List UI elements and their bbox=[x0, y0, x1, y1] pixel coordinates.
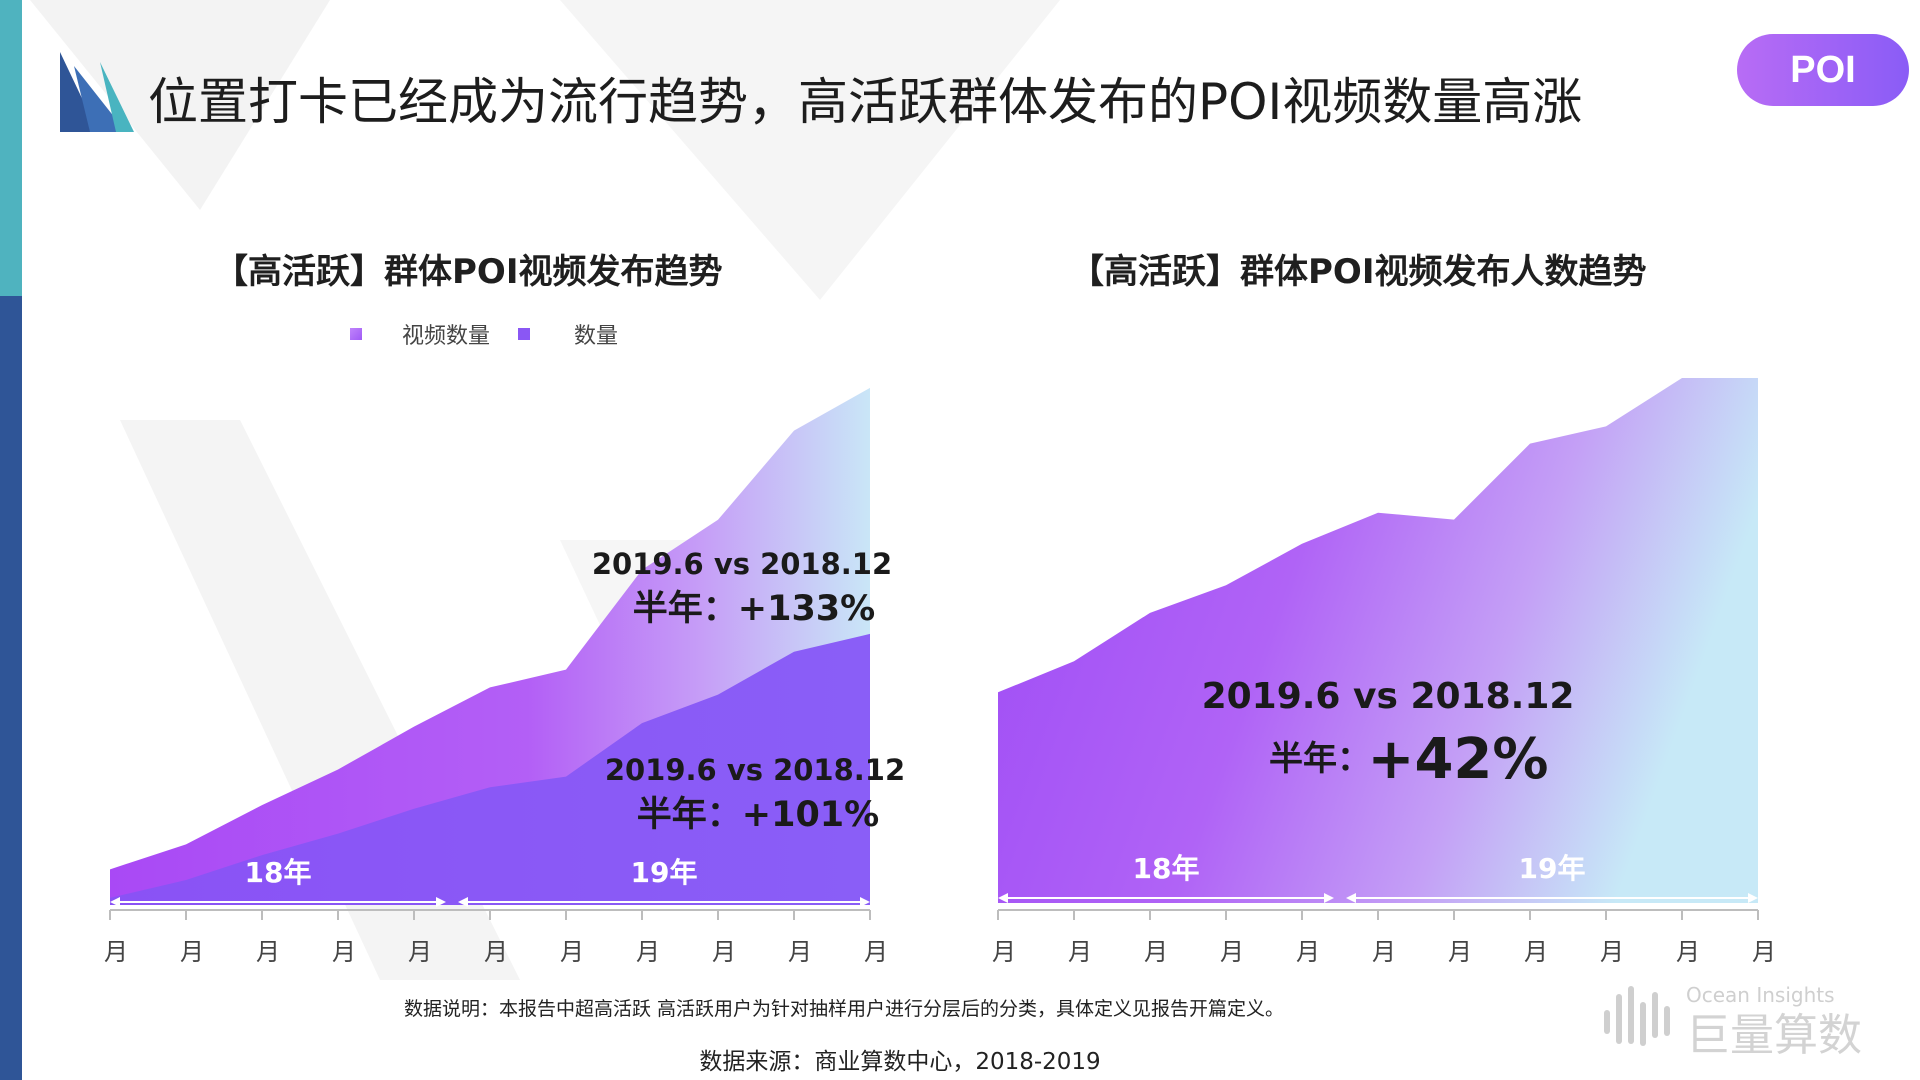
chart1-x-tick-label-7: 月 bbox=[636, 938, 660, 966]
chart1-annotation-2-line1: 2019.6 vs 2018.12 bbox=[605, 753, 905, 787]
chart-1-legend: 视频数量 数量 bbox=[350, 318, 646, 350]
chart2-x-tick-label-8: 月 bbox=[1600, 938, 1624, 966]
chart1-span-arrow-right-1 bbox=[860, 897, 870, 907]
legend-label-video-count: 视频数量 bbox=[402, 324, 491, 349]
chart2-x-tick-label-4: 月 bbox=[1296, 938, 1320, 966]
chart2-span-label-1: 19年 bbox=[1519, 852, 1586, 885]
chart1-span-label-0: 18年 bbox=[245, 856, 312, 889]
legend-swatch-count bbox=[518, 328, 531, 340]
chart1-span-arrow-right-0 bbox=[436, 897, 446, 907]
watermark-cn: 巨量算数 bbox=[1686, 1010, 1862, 1061]
chart1-x-tick-label-0: 月 bbox=[104, 938, 128, 966]
chart2-annotation-line2b: +42% bbox=[1368, 727, 1549, 792]
chart1-x-tick-label-1: 月 bbox=[180, 938, 204, 966]
series-area-count bbox=[110, 633, 870, 905]
chart2-x-tick-label-3: 月 bbox=[1220, 938, 1244, 966]
chart2-span-arrow-left-1 bbox=[1346, 893, 1356, 903]
poi-badge: POI bbox=[1737, 34, 1909, 106]
chart1-x-tick-label-5: 月 bbox=[484, 938, 508, 966]
chart1-x-tick-label-2: 月 bbox=[256, 938, 280, 966]
chart1-x-tick-label-8: 月 bbox=[712, 938, 736, 966]
ocean-insights-watermark: Ocean Insights 巨量算数 bbox=[1604, 983, 1862, 1061]
side-accent-blue bbox=[0, 296, 22, 1080]
data-source-note: 数据来源：商业算数中心，2018-2019 bbox=[699, 1049, 1101, 1075]
page-title: 位置打卡已经成为流行趋势，高活跃群体发布的POI视频数量高涨 bbox=[148, 73, 1583, 131]
watermark-bars-icon bbox=[1604, 986, 1670, 1046]
chart2-x-tick-label-6: 月 bbox=[1448, 938, 1472, 966]
side-accent-teal bbox=[0, 0, 22, 296]
watermark-en: Ocean Insights bbox=[1686, 983, 1835, 1007]
chart1-span-label-1: 19年 bbox=[631, 856, 698, 889]
chart1-annotation-1-line1: 2019.6 vs 2018.12 bbox=[592, 547, 892, 581]
chart1-span-arrow-left-1 bbox=[458, 897, 468, 907]
chart1-span-arrow-left-0 bbox=[110, 897, 120, 907]
chart2-span-label-0: 18年 bbox=[1133, 852, 1200, 885]
chart2-x-tick-label-0: 月 bbox=[992, 938, 1016, 966]
chart2-x-tick-label-2: 月 bbox=[1144, 938, 1168, 966]
chart2-x-tick-label-1: 月 bbox=[1068, 938, 1092, 966]
report-logo-icon bbox=[60, 52, 134, 132]
chart1-annotation-2-line2: 半年：+101% bbox=[637, 795, 879, 835]
legend-swatch-video-count bbox=[350, 328, 362, 340]
chart1-x-tick-label-4: 月 bbox=[408, 938, 432, 966]
chart1-x-tick-label-3: 月 bbox=[332, 938, 356, 966]
chart2-annotation-line1: 2019.6 vs 2018.12 bbox=[1202, 676, 1575, 717]
data-description-note: 数据说明：本报告中超高活跃 高活跃用户为针对抽样用户进行分层后的分类，具体定义见… bbox=[403, 998, 1285, 1020]
chart1-x-tick-label-10: 月 bbox=[864, 938, 888, 966]
chart2-x-tick-label-9: 月 bbox=[1676, 938, 1700, 966]
series-area-poster-count bbox=[998, 378, 1758, 903]
chart1-x-tick-label-9: 月 bbox=[788, 938, 812, 966]
chart2-x-tick-label-10: 月 bbox=[1752, 938, 1776, 966]
chart2-x-tick-label-5: 月 bbox=[1372, 938, 1396, 966]
chart1-annotation-1-line2: 半年：+133% bbox=[633, 589, 875, 629]
chart1-x-tick-label-6: 月 bbox=[560, 938, 584, 966]
chart2-x-tick-label-7: 月 bbox=[1524, 938, 1548, 966]
legend-label-count: 数量 bbox=[574, 324, 619, 349]
chart-1-title: 【高活跃】群体POI视频发布趋势 bbox=[214, 252, 723, 292]
chart-2-title: 【高活跃】群体POI视频发布人数趋势 bbox=[1070, 252, 1647, 292]
chart2-span-arrow-right-1 bbox=[1748, 893, 1758, 903]
chart2-span-arrow-left-0 bbox=[998, 893, 1008, 903]
chart2-span-arrow-right-0 bbox=[1324, 893, 1334, 903]
chart2-annotation-line2a: 半年： bbox=[1269, 739, 1371, 779]
